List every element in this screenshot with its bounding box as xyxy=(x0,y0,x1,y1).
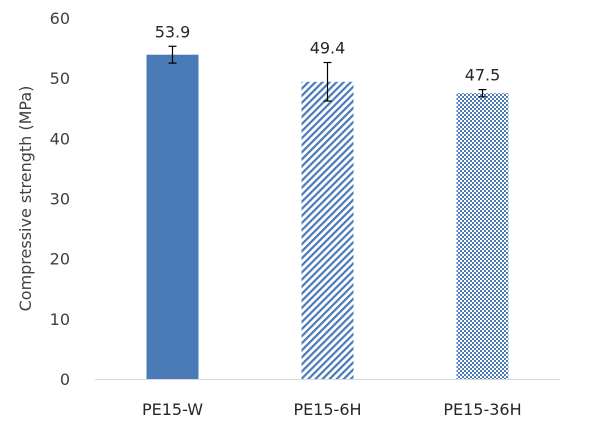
y-tick-label: 30 xyxy=(50,190,70,209)
y-tick-label: 20 xyxy=(50,250,70,269)
category-label: PE15-6H xyxy=(293,400,361,419)
y-axis-title: Compressive strength (MPa) xyxy=(16,86,35,312)
y-tick-label: 50 xyxy=(50,69,70,88)
bar-pe15-w xyxy=(146,54,199,380)
error-bar xyxy=(168,45,177,64)
bar-pe15-36h xyxy=(456,93,509,379)
category-label: PE15-W xyxy=(142,400,203,419)
data-label: 47.5 xyxy=(465,66,501,85)
bar-pe15-6h xyxy=(301,81,354,379)
y-tick-label: 40 xyxy=(50,129,70,148)
y-tick-label: 10 xyxy=(50,310,70,329)
data-label: 49.4 xyxy=(310,39,346,58)
y-tick-label: 60 xyxy=(50,9,70,28)
category-label: PE15-36H xyxy=(443,400,521,419)
error-bar xyxy=(323,61,332,102)
y-tick-label: 0 xyxy=(60,370,70,389)
data-label: 53.9 xyxy=(155,22,191,41)
error-bar xyxy=(478,88,487,98)
